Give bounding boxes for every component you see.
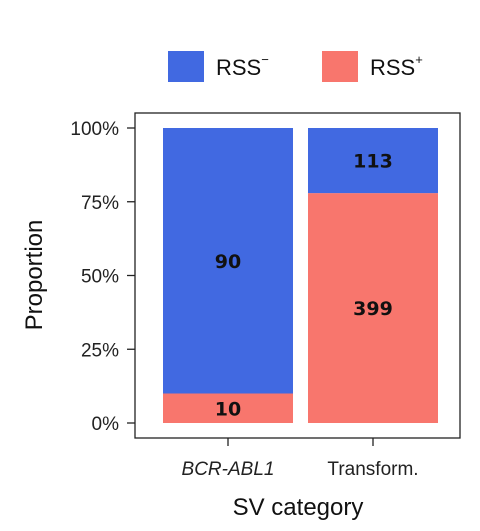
y-axis-title: Proportion <box>21 220 48 331</box>
legend: RSS− RSS+ <box>168 51 423 82</box>
y-tick-label-4: 100% <box>70 119 119 140</box>
bars-layer: 10 90 399 113 <box>163 128 438 423</box>
data-label-bcr-abl1-rss-minus: 90 <box>215 251 241 273</box>
y-tick-label-2: 50% <box>81 267 119 288</box>
bar-transform-rss-plus <box>308 193 438 423</box>
y-tick-label-0: 0% <box>92 414 120 435</box>
y-axis: 0% 25% 50% 75% 100% <box>70 119 135 435</box>
x-axis-title: SV category <box>233 494 364 521</box>
bar-transform-rss-minus <box>308 128 438 194</box>
x-axis: BCR-ABL1 Transform. <box>182 438 419 480</box>
y-tick-label-3: 75% <box>81 193 119 214</box>
data-label-bcr-abl1-rss-plus: 10 <box>215 398 241 420</box>
legend-label-rss-minus: RSS− <box>216 52 269 80</box>
y-tick-label-1: 25% <box>81 340 119 361</box>
data-label-transform-rss-plus: 399 <box>353 298 393 320</box>
data-label-transform-rss-minus: 113 <box>353 151 393 173</box>
bar-bcr-abl1-rss-plus <box>163 393 293 423</box>
x-tick-label-transform: Transform. <box>327 459 418 480</box>
legend-swatch-rss-plus <box>322 51 358 82</box>
legend-label-rss-plus: RSS+ <box>370 52 423 80</box>
bar-bcr-abl1-rss-minus <box>163 128 293 394</box>
x-tick-label-bcr-abl1: BCR-ABL1 <box>182 459 275 480</box>
legend-swatch-rss-minus <box>168 51 204 82</box>
